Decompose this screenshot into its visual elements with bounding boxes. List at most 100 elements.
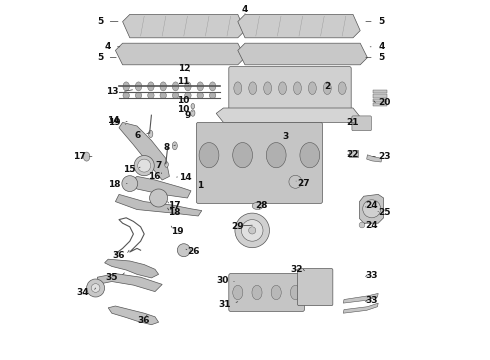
Circle shape: [177, 244, 190, 257]
Text: 21: 21: [346, 118, 358, 127]
Text: 14: 14: [179, 173, 192, 182]
Ellipse shape: [338, 82, 346, 95]
Text: 2: 2: [324, 82, 330, 91]
Ellipse shape: [197, 92, 203, 99]
Ellipse shape: [252, 202, 263, 210]
Bar: [373, 90, 387, 93]
Text: 33: 33: [366, 271, 378, 280]
Ellipse shape: [199, 143, 219, 168]
Circle shape: [235, 213, 270, 248]
Text: 3: 3: [282, 132, 288, 141]
Text: 24: 24: [366, 201, 378, 210]
Circle shape: [134, 156, 154, 176]
Ellipse shape: [266, 143, 286, 168]
Text: 22: 22: [346, 150, 358, 159]
Polygon shape: [343, 303, 378, 313]
Text: 32: 32: [290, 266, 303, 275]
Text: 28: 28: [255, 201, 268, 210]
Text: 25: 25: [378, 208, 391, 217]
Ellipse shape: [185, 92, 191, 99]
Text: 17: 17: [168, 201, 180, 210]
Text: 7: 7: [156, 161, 162, 170]
Circle shape: [122, 176, 138, 192]
FancyBboxPatch shape: [297, 269, 333, 306]
Polygon shape: [104, 259, 159, 278]
Polygon shape: [108, 306, 159, 325]
Text: 4: 4: [242, 5, 248, 14]
Text: 10: 10: [177, 105, 189, 114]
Ellipse shape: [323, 82, 331, 95]
Text: 18: 18: [168, 208, 180, 217]
Ellipse shape: [191, 104, 195, 109]
Text: 9: 9: [185, 111, 191, 120]
Text: 30: 30: [217, 276, 229, 285]
Circle shape: [138, 159, 151, 172]
Ellipse shape: [249, 82, 257, 95]
Polygon shape: [116, 43, 245, 65]
Text: 17: 17: [74, 152, 86, 161]
Ellipse shape: [294, 82, 301, 95]
Text: 29: 29: [231, 222, 244, 231]
Circle shape: [149, 189, 168, 207]
Ellipse shape: [197, 82, 203, 91]
Ellipse shape: [279, 82, 287, 95]
Ellipse shape: [160, 92, 167, 99]
Ellipse shape: [191, 110, 195, 116]
Ellipse shape: [160, 82, 167, 91]
Polygon shape: [360, 194, 384, 223]
FancyBboxPatch shape: [229, 274, 304, 311]
FancyBboxPatch shape: [352, 116, 371, 131]
Polygon shape: [119, 122, 170, 180]
Ellipse shape: [291, 285, 300, 300]
Text: 8: 8: [163, 143, 170, 152]
Ellipse shape: [308, 82, 317, 95]
Circle shape: [248, 227, 256, 234]
Polygon shape: [216, 108, 360, 122]
Ellipse shape: [147, 82, 154, 91]
Bar: [373, 94, 387, 98]
Polygon shape: [367, 155, 382, 162]
Text: 13: 13: [106, 87, 118, 96]
Bar: [349, 150, 358, 157]
Text: 4: 4: [378, 42, 385, 51]
Polygon shape: [238, 14, 360, 38]
Text: 15: 15: [122, 165, 135, 174]
Ellipse shape: [172, 82, 179, 91]
Ellipse shape: [233, 285, 243, 300]
Circle shape: [91, 284, 100, 292]
Bar: [373, 103, 387, 106]
Ellipse shape: [83, 152, 90, 161]
Text: 11: 11: [177, 77, 189, 86]
Polygon shape: [343, 293, 378, 303]
Text: 35: 35: [106, 273, 118, 282]
Text: 5: 5: [98, 17, 104, 26]
Polygon shape: [98, 274, 162, 292]
Text: 23: 23: [378, 152, 391, 161]
Text: 36: 36: [112, 251, 124, 260]
Text: 19: 19: [108, 118, 121, 127]
Ellipse shape: [252, 285, 262, 300]
Text: 1: 1: [197, 181, 204, 190]
Ellipse shape: [172, 92, 179, 99]
Polygon shape: [130, 176, 191, 198]
Text: 31: 31: [219, 300, 231, 309]
Ellipse shape: [209, 82, 216, 91]
Ellipse shape: [123, 92, 129, 99]
Polygon shape: [116, 194, 202, 216]
FancyBboxPatch shape: [196, 122, 322, 203]
Ellipse shape: [234, 82, 242, 95]
Text: 26: 26: [187, 248, 200, 256]
Ellipse shape: [135, 82, 142, 91]
Text: 5: 5: [378, 17, 385, 26]
Text: 4: 4: [105, 42, 111, 51]
Text: 36: 36: [137, 316, 150, 325]
Circle shape: [359, 222, 365, 228]
Text: 10: 10: [177, 96, 189, 105]
Text: 18: 18: [108, 180, 121, 189]
Text: 34: 34: [77, 288, 90, 297]
Text: 6: 6: [134, 131, 141, 140]
Ellipse shape: [147, 92, 154, 99]
Text: 16: 16: [148, 172, 160, 181]
Text: 12: 12: [177, 64, 190, 73]
Ellipse shape: [209, 92, 216, 99]
